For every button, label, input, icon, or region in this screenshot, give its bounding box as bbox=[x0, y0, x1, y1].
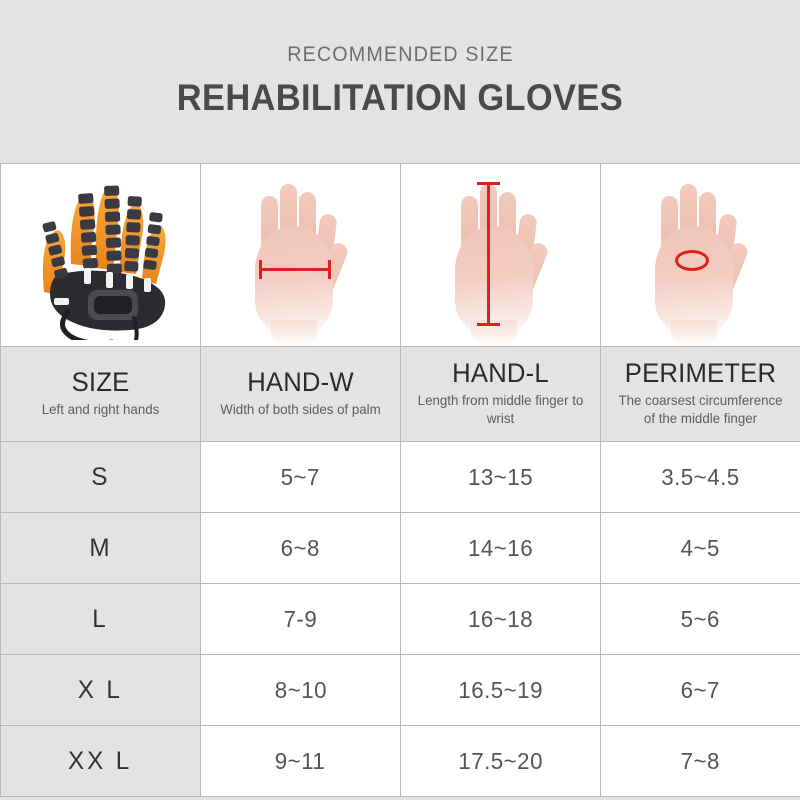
value-hand-w: 5~7 bbox=[280, 463, 321, 490]
page-title: REHABILITATION GLOVES bbox=[176, 77, 624, 118]
width-measure-line-icon bbox=[258, 260, 331, 279]
column-header-hand-w: HAND-W Width of both sides of palm bbox=[200, 346, 401, 442]
value-perimeter: 5~6 bbox=[680, 605, 721, 632]
column-header-perimeter: PERIMETER The coarsest circumference of … bbox=[600, 346, 800, 442]
page-header: RECOMMENDED SIZE REHABILITATION GLOVES bbox=[0, 0, 800, 163]
figure-cell-perimeter bbox=[600, 163, 800, 347]
column-subtitle: Length from middle finger to wrist bbox=[417, 392, 584, 426]
cell-hand-l: 13~15 bbox=[400, 441, 601, 513]
table-row: S 5~7 13~15 3.5~4.5 bbox=[0, 441, 800, 513]
figure-cell-hand-width bbox=[200, 163, 401, 347]
cell-perimeter: 4~5 bbox=[600, 512, 800, 584]
value-hand-w: 6~8 bbox=[280, 534, 321, 561]
cell-perimeter: 3.5~4.5 bbox=[600, 441, 800, 513]
cell-size: S bbox=[0, 441, 201, 513]
palm bbox=[454, 226, 533, 334]
column-subtitle: Width of both sides of palm bbox=[220, 400, 381, 417]
value-hand-w: 9~11 bbox=[275, 747, 326, 774]
figure-cell-glove bbox=[0, 163, 201, 347]
cell-hand-l: 16.5~19 bbox=[400, 654, 601, 726]
glove-figure bbox=[1, 164, 200, 346]
value-hand-l: 14~16 bbox=[467, 534, 534, 561]
column-header-row: SIZE Left and right hands HAND-W Width o… bbox=[0, 346, 800, 442]
value-hand-l: 13~15 bbox=[467, 463, 534, 490]
cell-perimeter: 6~7 bbox=[600, 654, 800, 726]
cell-size: X L bbox=[0, 654, 201, 726]
value-hand-l: 17.5~20 bbox=[458, 747, 543, 774]
value-perimeter: 6~7 bbox=[680, 676, 721, 703]
table-row: X L 8~10 16.5~19 6~7 bbox=[0, 654, 800, 726]
length-measure-line-icon bbox=[476, 182, 500, 326]
size-label: M bbox=[88, 533, 113, 562]
size-label: X L bbox=[77, 675, 124, 704]
cell-hand-l: 17.5~20 bbox=[400, 725, 601, 797]
cell-size: M bbox=[0, 512, 201, 584]
hand-icon bbox=[237, 170, 365, 346]
hand-icon bbox=[437, 170, 565, 346]
column-title: HAND-W bbox=[247, 366, 354, 397]
value-perimeter: 3.5~4.5 bbox=[661, 463, 740, 490]
cell-hand-l: 16~18 bbox=[400, 583, 601, 655]
cell-size: XX L bbox=[0, 725, 201, 797]
size-label: S bbox=[90, 462, 111, 491]
size-label: L bbox=[92, 604, 109, 633]
value-hand-l: 16~18 bbox=[467, 605, 534, 632]
cell-hand-w: 8~10 bbox=[200, 654, 401, 726]
table-row: XX L 9~11 17.5~20 7~8 bbox=[0, 725, 800, 797]
table-row: M 6~8 14~16 4~5 bbox=[0, 512, 800, 584]
hand-icon bbox=[637, 170, 765, 346]
table-row: L 7-9 16~18 5~6 bbox=[0, 583, 800, 655]
palm bbox=[654, 226, 733, 334]
value-hand-w: 7-9 bbox=[283, 605, 318, 632]
palm bbox=[254, 226, 333, 334]
cell-size: L bbox=[0, 583, 201, 655]
kicker-text: RECOMMENDED SIZE bbox=[286, 43, 514, 66]
hand-width-figure bbox=[201, 164, 400, 346]
size-table: SIZE Left and right hands HAND-W Width o… bbox=[0, 163, 800, 797]
figure-cell-hand-length bbox=[400, 163, 601, 347]
wrist bbox=[670, 320, 717, 346]
column-title: SIZE bbox=[71, 366, 130, 397]
column-title: PERIMETER bbox=[624, 357, 777, 388]
hand-length-figure bbox=[401, 164, 600, 346]
cell-hand-l: 14~16 bbox=[400, 512, 601, 584]
wrist bbox=[270, 320, 317, 346]
column-subtitle: The coarsest circumference of the middle… bbox=[618, 392, 783, 426]
cell-hand-w: 9~11 bbox=[200, 725, 401, 797]
value-perimeter: 7~8 bbox=[680, 747, 721, 774]
column-title: HAND-L bbox=[452, 357, 549, 388]
cell-perimeter: 5~6 bbox=[600, 583, 800, 655]
perimeter-figure bbox=[601, 164, 800, 346]
value-hand-l: 16.5~19 bbox=[458, 676, 543, 703]
size-label: XX L bbox=[68, 746, 133, 775]
finger-circumference-ring-icon bbox=[674, 250, 709, 271]
value-perimeter: 4~5 bbox=[680, 534, 721, 561]
cell-hand-w: 5~7 bbox=[200, 441, 401, 513]
column-subtitle: Left and right hands bbox=[41, 400, 160, 417]
cell-perimeter: 7~8 bbox=[600, 725, 800, 797]
cell-hand-w: 6~8 bbox=[200, 512, 401, 584]
rehabilitation-glove-icon bbox=[16, 172, 186, 346]
column-header-hand-l: HAND-L Length from middle finger to wris… bbox=[400, 346, 601, 442]
column-header-size: SIZE Left and right hands bbox=[0, 346, 201, 442]
cell-hand-w: 7-9 bbox=[200, 583, 401, 655]
figure-row bbox=[0, 163, 800, 347]
value-hand-w: 8~10 bbox=[274, 676, 327, 703]
